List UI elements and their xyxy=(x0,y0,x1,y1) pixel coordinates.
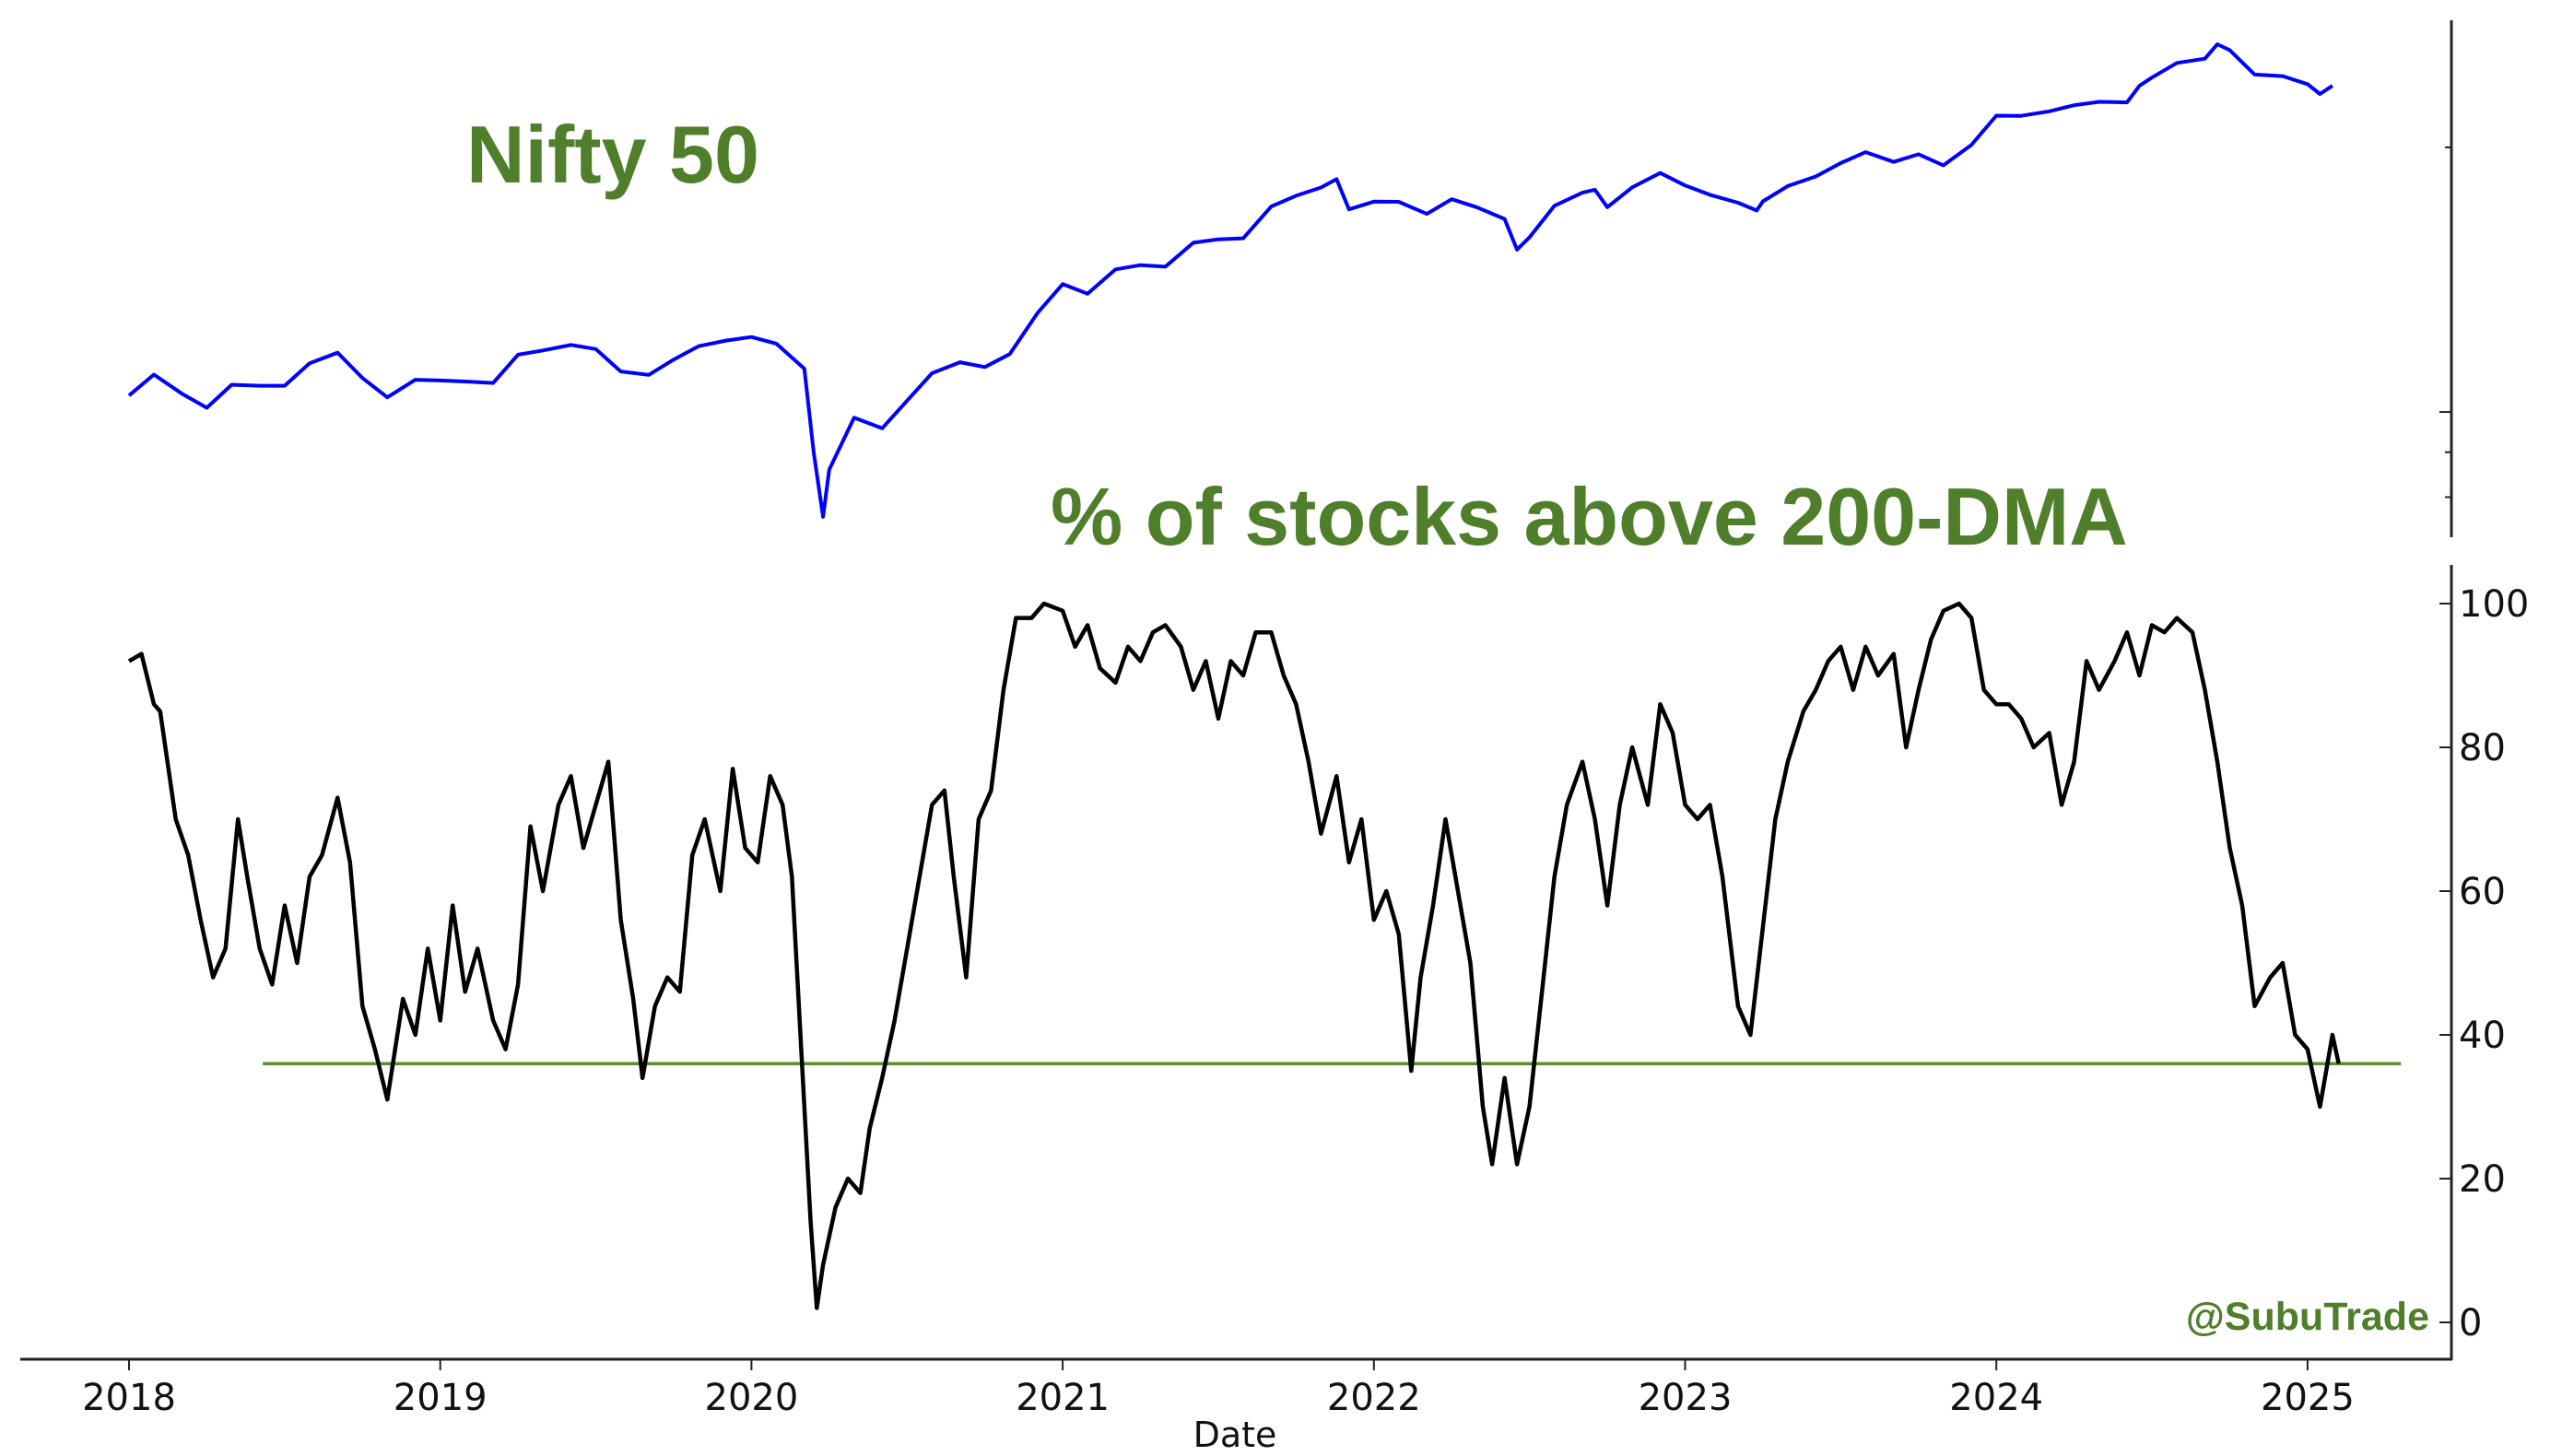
breadth-line xyxy=(127,601,2341,1310)
y-tick-label: 60 xyxy=(2459,871,2506,913)
series-lines xyxy=(127,42,2341,1310)
x-axis-label: Date xyxy=(1193,1415,1277,1455)
x-tick-label: 2022 xyxy=(1327,1377,1421,1419)
x-tick-label: 2021 xyxy=(1016,1377,1110,1419)
breadth-title: % of stocks above 200-DMA xyxy=(1051,471,2128,562)
x-tick-labels: 2018 2019 2020 2021 2022 2023 2024 2025 xyxy=(82,1377,2355,1419)
y-tick-label: 80 xyxy=(2459,727,2506,769)
x-tick-label: 2019 xyxy=(394,1377,488,1419)
watermark: @SubuTrade xyxy=(2186,1295,2429,1339)
y-tick-label: 100 xyxy=(2459,583,2529,626)
y-tick-label: 0 xyxy=(2459,1302,2482,1344)
nifty-title: Nifty 50 xyxy=(466,109,759,200)
x-tick-label: 2023 xyxy=(1639,1377,1733,1419)
x-tick-label: 2025 xyxy=(2261,1377,2355,1419)
nifty-line xyxy=(127,42,2334,519)
y-tick-label: 40 xyxy=(2459,1015,2506,1057)
x-tick-label: 2018 xyxy=(82,1377,176,1419)
x-tick-label: 2020 xyxy=(705,1377,799,1419)
x-tick-label: 2024 xyxy=(1949,1377,2043,1419)
y-tick-label: 20 xyxy=(2459,1158,2506,1201)
axis-ticks xyxy=(128,146,2451,1370)
y-tick-labels: 0 20 40 60 80 100 xyxy=(2459,583,2529,1344)
